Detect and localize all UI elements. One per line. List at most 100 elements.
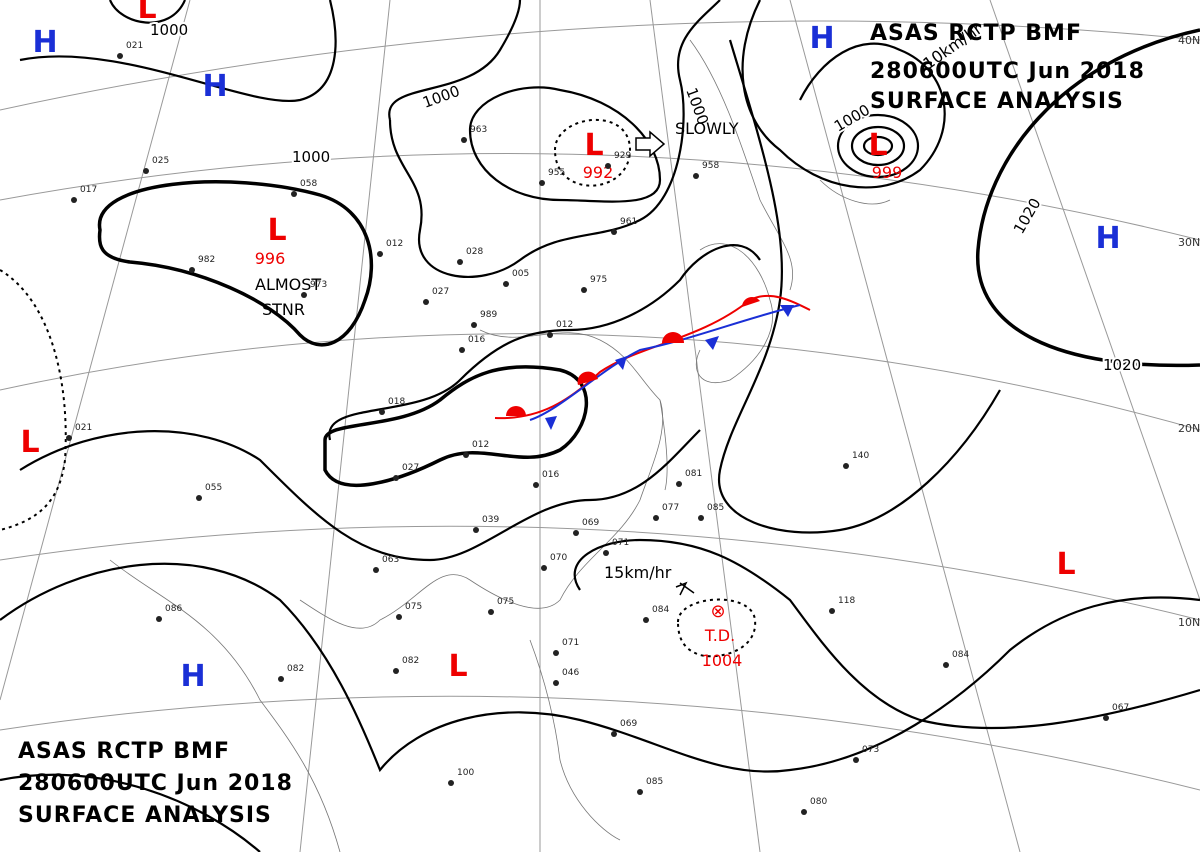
station-marker [117,53,123,59]
td-marker: ⊗ [710,601,725,622]
station-pressure: 070 [550,553,567,563]
station-pressure: 140 [852,451,869,461]
header-line: SURFACE ANALYSIS [870,89,1124,114]
station-marker [637,789,643,795]
pressure-system: L [137,0,156,26]
pressure-system: L [448,649,467,684]
station-marker [278,676,284,682]
station-pressure: 027 [432,287,449,297]
motion-arrow [635,130,666,158]
station-marker [547,332,553,338]
station-marker [393,475,399,481]
station-marker [463,452,469,458]
fronts [494,294,811,430]
station-marker [843,463,849,469]
station-pressure: 017 [80,185,97,195]
station-pressure: 086 [165,604,182,614]
station-pressure: 016 [468,335,485,345]
station-pressure: 085 [707,503,724,513]
station-marker [189,267,195,273]
station-pressure: 071 [612,538,629,548]
station-pressure: 012 [556,320,573,330]
station-marker [457,259,463,265]
station-marker [301,292,307,298]
station-marker [653,515,659,521]
pressure-system: H [1095,221,1120,256]
station-marker [553,680,559,686]
station-pressure: 989 [480,310,497,320]
footer-line: ASAS RCTP BMF [18,739,230,764]
station-pressure: 069 [620,719,637,729]
station-pressure: 975 [590,275,607,285]
central-pressure: 999 [872,163,903,182]
station-pressure: 012 [472,440,489,450]
station-marker [801,809,807,815]
station-pressure: 100 [457,768,474,778]
station-pressure: 955 [548,168,565,178]
station-pressure: 973 [310,280,327,290]
station-pressure: 027 [402,463,419,473]
isobar-label: 1020 [1103,356,1141,374]
pressure-system: H [180,659,205,694]
station-marker [379,409,385,415]
station-marker [676,481,682,487]
pressure-system: L [868,128,887,163]
station-pressure: 982 [198,255,215,265]
station-pressure: 081 [685,469,702,479]
latitude-label: 20N [1178,422,1200,435]
header-line: 280600UTC Jun 2018 [870,59,1145,84]
pressure-system: L [20,425,39,460]
station-marker [693,173,699,179]
station-marker [393,668,399,674]
pressure-system: H [32,25,57,60]
station-pressure: 082 [287,664,304,674]
station-marker [143,168,149,174]
station-pressure: 118 [838,596,855,606]
station-pressure: 067 [1112,703,1129,713]
station-marker [1103,715,1109,721]
station-marker [471,322,477,328]
coastline [109,39,891,852]
station-marker [853,757,859,763]
station-pressure: 005 [512,269,529,279]
station-marker [533,482,539,488]
station-marker [373,567,379,573]
td-label: T.D. [704,626,735,645]
annotation: STNR [262,300,305,319]
station-marker [396,614,402,620]
station-marker [605,163,611,169]
station-marker [377,251,383,257]
pressure-system: L [267,213,286,248]
station-pressure: 021 [75,423,92,433]
footer-line: 280600UTC Jun 2018 [18,771,293,796]
station-marker [829,608,835,614]
station-pressure: 071 [562,638,579,648]
station-marker [581,287,587,293]
pressure-system: L [1056,547,1075,582]
station-pressure: 961 [620,217,637,227]
station-pressure: 069 [582,518,599,528]
station-marker [473,527,479,533]
station-marker [71,197,77,203]
station-marker [611,229,617,235]
header-line: ASAS RCTP BMF [870,21,1082,46]
annotation: 15km/hr [604,563,672,582]
station-pressure: 075 [497,597,514,607]
station-marker [488,609,494,615]
station-marker [603,550,609,556]
station-marker [943,662,949,668]
pressure-system: H [809,21,834,56]
pressure-system: H [202,69,227,104]
station-marker [539,180,545,186]
station-marker [196,495,202,501]
footer-line: SURFACE ANALYSIS [18,803,272,828]
station-pressure: 058 [300,179,317,189]
station-pressure: 085 [646,777,663,787]
latitude-label: 40N [1178,34,1200,47]
isobar-label: 1000 [150,21,188,39]
station-pressure: 016 [542,470,559,480]
